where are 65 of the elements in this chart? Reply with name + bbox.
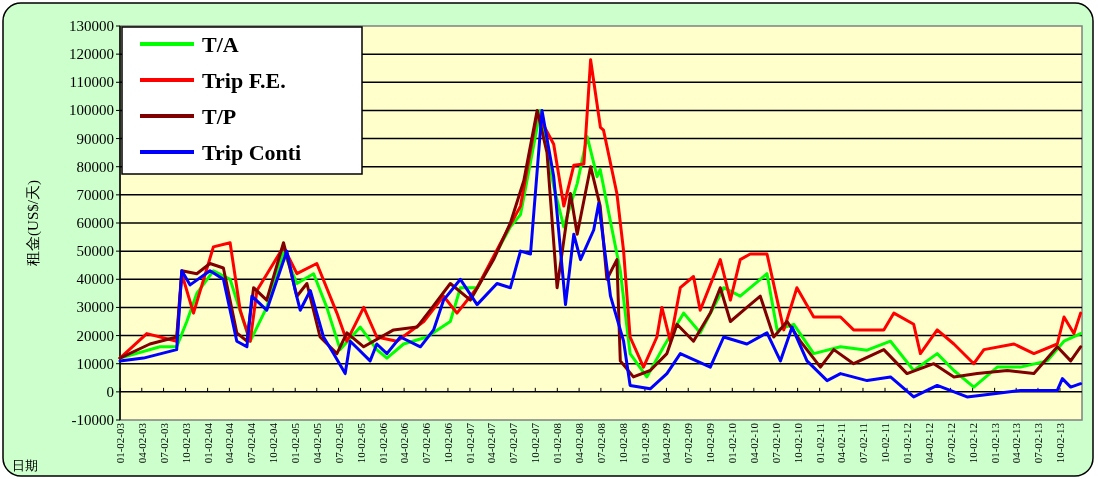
legend-label: Trip F.E. — [202, 68, 286, 93]
y-tick-label: 70000 — [76, 186, 114, 203]
y-tick-label: 40000 — [76, 271, 114, 288]
y-axis-title: 租金(US$/天) — [25, 180, 42, 266]
x-tick-label: 04-02-13 — [1010, 422, 1023, 464]
x-tick-label: 04-02-10 — [747, 422, 760, 464]
y-tick-label: 30000 — [76, 299, 114, 316]
x-tick-label: 07-02-03 — [157, 422, 170, 464]
x-tick-label: 10-02-05 — [354, 422, 367, 464]
x-tick-label: 07-02-13 — [1031, 422, 1044, 464]
x-tick-label: 10-02-09 — [704, 422, 717, 464]
legend-label: T/P — [202, 104, 237, 129]
x-tick-label: 04-02-05 — [310, 422, 323, 464]
x-tick-label: 01-02-10 — [726, 422, 739, 464]
x-tick-label: 10-02-08 — [616, 422, 629, 464]
x-tick-label: 01-02-04 — [201, 422, 214, 464]
x-tick-label: 01-02-13 — [988, 422, 1001, 464]
x-tick-label: 07-02-05 — [332, 422, 345, 464]
x-tick-label: 10-02-07 — [529, 422, 542, 464]
x-tick-label: 04-02-11 — [835, 423, 848, 463]
x-tick-label: 01-02-07 — [463, 422, 476, 464]
y-tick-label: 50000 — [76, 243, 114, 260]
y-tick-label: 110000 — [69, 74, 114, 91]
x-tick-label: 01-02-11 — [813, 423, 826, 463]
x-tick-label: 04-02-12 — [922, 423, 935, 464]
x-tick-label: 04-02-07 — [485, 422, 498, 464]
x-tick-label: 04-02-04 — [223, 422, 236, 464]
x-tick-label: 01-02-09 — [638, 422, 651, 464]
legend-label: T/A — [202, 32, 239, 57]
x-tick-label: 01-02-05 — [289, 422, 302, 464]
x-tick-label: 10-02-10 — [791, 422, 804, 464]
y-tick-label: -10000 — [71, 412, 114, 428]
x-tick-label: 10-02-11 — [879, 423, 891, 463]
x-tick-label: 10-02-06 — [441, 422, 454, 464]
x-tick-label: 04-02-03 — [135, 422, 148, 464]
y-tick-label: 90000 — [76, 130, 114, 147]
x-axis-title: 日期 — [12, 458, 38, 473]
x-tick-label: 01-02-12 — [901, 423, 914, 464]
y-tick-label: 10000 — [76, 355, 114, 372]
y-tick-label: 100000 — [69, 102, 114, 119]
y-tick-label: 20000 — [76, 327, 114, 344]
x-tick-label: 10-02-04 — [267, 422, 280, 464]
y-tick-label: 130000 — [69, 18, 114, 34]
x-tick-label: 07-02-11 — [856, 423, 869, 463]
x-tick-label: 04-02-09 — [660, 422, 673, 464]
x-tick-label: 10-02-13 — [1053, 422, 1066, 464]
x-tick-label: 01-02-08 — [551, 422, 564, 464]
x-tick-label: 10-02-12 — [966, 423, 979, 464]
x-tick-label: 07-02-07 — [507, 422, 520, 464]
y-tick-label: 120000 — [69, 46, 114, 63]
x-tick-label: 07-02-04 — [245, 422, 258, 464]
x-tick-label: 01-02-03 — [114, 422, 127, 464]
x-tick-label: 01-02-06 — [376, 422, 389, 464]
x-tick-label: 07-02-09 — [682, 422, 695, 464]
x-tick-label: 07-02-06 — [419, 422, 432, 464]
x-tick-label: 07-02-08 — [594, 422, 607, 464]
x-tick-label: 10-02-03 — [179, 422, 192, 464]
y-tick-label: 0 — [106, 383, 114, 400]
y-tick-label: 60000 — [76, 215, 114, 231]
legend-label: Trip Conti — [202, 140, 302, 165]
x-tick-label: 04-02-08 — [573, 422, 586, 464]
x-tick-label: 04-02-06 — [398, 422, 411, 464]
x-tick-label: 07-02-12 — [944, 423, 957, 464]
x-tick-label: 07-02-10 — [769, 422, 782, 464]
y-tick-label: 80000 — [76, 158, 114, 175]
